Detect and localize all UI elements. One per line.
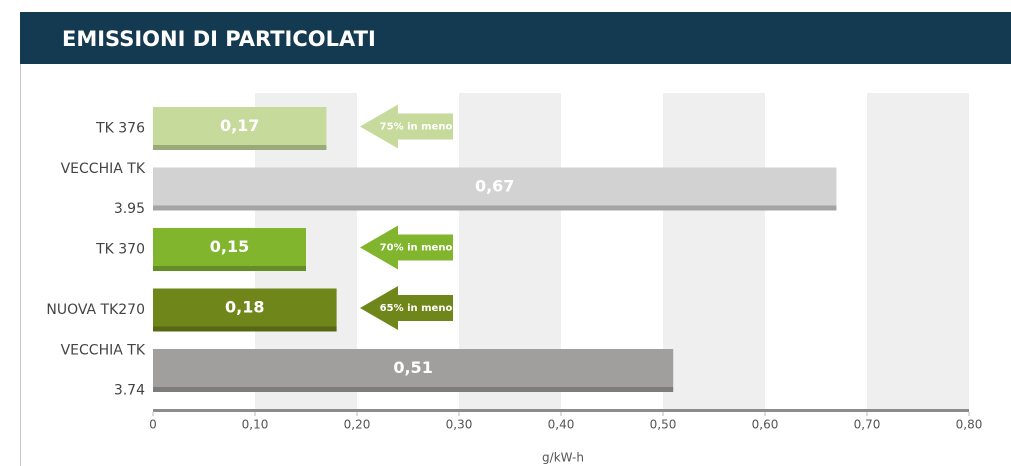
header-bar	[20, 12, 1011, 64]
annotation-arrow	[360, 104, 453, 149]
x-tick-label: 0,60	[752, 418, 779, 432]
x-tick-label: 0,50	[650, 418, 677, 432]
value-label: 0,15	[210, 237, 249, 256]
bar	[153, 288, 337, 332]
category-label: TK 376	[95, 121, 145, 137]
bar	[153, 167, 837, 211]
annotation-arrow	[360, 225, 453, 270]
category-label: 3.74	[114, 383, 145, 399]
bar-shadow	[153, 205, 837, 211]
bar-shadow	[153, 326, 337, 332]
x-tick-label: 0,10	[242, 418, 269, 432]
bar-shadow	[153, 266, 306, 271]
value-label: 0,18	[225, 298, 264, 317]
value-label: 0,67	[475, 177, 514, 196]
annotation-text: 70% in meno	[380, 243, 453, 254]
x-tick-label: 0,40	[548, 418, 575, 432]
category-label: VECCHIA TK	[61, 343, 146, 359]
category-label: NUOVA TK270	[46, 302, 145, 318]
x-axis-label: g/kW-h	[542, 451, 584, 465]
bar	[153, 107, 327, 150]
category-label: VECCHIA TK	[61, 161, 146, 177]
bar	[153, 228, 306, 271]
x-tick-label: 0,30	[446, 418, 473, 432]
value-label: 0,51	[393, 358, 432, 377]
annotation-text: 75% in meno	[380, 122, 453, 133]
bar-shadow	[153, 145, 327, 150]
x-tick-label: 0	[149, 418, 157, 432]
grid-band	[867, 93, 969, 410]
category-label: TK 370	[95, 242, 145, 258]
annotation-arrow	[360, 286, 453, 330]
x-tick-label: 0,80	[956, 418, 983, 432]
x-tick-label: 0,20	[344, 418, 371, 432]
chart-title: EMISSIONI DI PARTICOLATI	[62, 27, 376, 51]
annotation-text: 65% in meno	[380, 303, 453, 314]
value-label: 0,17	[220, 116, 259, 135]
x-tick-label: 0,70	[854, 418, 881, 432]
bar	[153, 349, 674, 392]
x-axis	[153, 409, 969, 412]
bar-shadow	[153, 387, 674, 392]
grid-band	[663, 93, 765, 410]
category-label: 3.95	[114, 201, 145, 217]
